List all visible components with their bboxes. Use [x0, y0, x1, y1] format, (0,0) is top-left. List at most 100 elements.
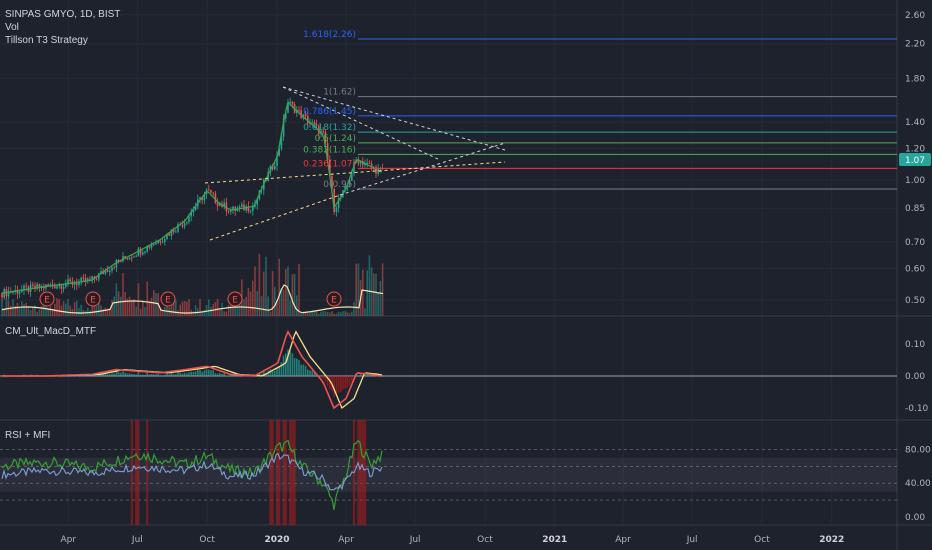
volume-bar — [291, 274, 294, 316]
macd-tick-label: 0.10 — [905, 340, 925, 350]
vol-indicator-label[interactable]: Vol — [5, 22, 19, 33]
volume-bar — [113, 296, 115, 316]
macd-histogram-bar — [155, 374, 157, 376]
candle-body — [186, 222, 188, 224]
time-tick-label: Apr — [61, 535, 77, 545]
time-axis[interactable]: Apr Jul Oct 2020 Apr Jul Oct 2021 Apr Jul Oct 2022 — [61, 535, 845, 545]
volume-bar — [115, 283, 118, 316]
macd-histogram-bar — [111, 373, 113, 376]
volume-bar — [49, 306, 52, 316]
rsi-label[interactable]: RSI + MFI — [5, 430, 51, 441]
macd-histogram-bar — [291, 353, 294, 376]
rsi-overbought-bar — [130, 420, 133, 525]
earnings-marker-circle — [227, 291, 243, 307]
macd-histogram-bar — [300, 364, 302, 376]
time-tick-label: Apr — [615, 535, 631, 545]
macd-histogram-bar — [271, 371, 274, 376]
fib-level-label: 0.5(1.24) — [315, 134, 356, 144]
candle-body — [131, 257, 133, 259]
volume-bar — [199, 298, 201, 316]
macd-label[interactable]: CM_Ult_MacD_MTF — [5, 326, 97, 337]
volume-bar — [307, 313, 309, 316]
candle-body — [304, 114, 307, 117]
volume-bar — [340, 312, 342, 316]
macd-histogram-bar — [126, 373, 129, 376]
rsi-overbought-bar — [289, 420, 292, 525]
price-tick-label: 2.60 — [905, 11, 925, 21]
volume-bar — [304, 311, 307, 316]
macd-histogram-bar — [109, 374, 111, 376]
symbol-title[interactable]: SINPAS GMYO, 1D, BIST — [5, 9, 121, 20]
volume-bar — [245, 296, 247, 316]
volume-bar — [318, 313, 320, 316]
macd-histogram-bar — [309, 370, 311, 376]
volume-bar — [223, 311, 225, 316]
rsi-tick-label: 80.00 — [905, 445, 931, 455]
candle-body — [146, 245, 148, 252]
trendline — [282, 86, 441, 161]
macd-histogram-bar — [337, 376, 340, 393]
candle-body — [181, 225, 184, 227]
candle-body — [344, 186, 346, 191]
macd-histogram-bar — [221, 374, 223, 376]
macd-histogram-bar — [194, 371, 197, 376]
macd-histogram-bar — [320, 376, 322, 378]
candle-body — [113, 267, 115, 269]
macd-tick-label: 0.00 — [905, 372, 925, 382]
price-tick-label: 1.80 — [905, 74, 925, 84]
strategy-indicator-label[interactable]: Tillson T3 Strategy — [5, 35, 88, 46]
rsi-legend[interactable]: RSI + MFI — [5, 429, 50, 442]
macd-histogram-bar — [210, 370, 212, 376]
trendline — [204, 161, 506, 184]
volume-bar — [298, 263, 300, 316]
volume-bar — [32, 307, 34, 316]
volume-bar — [221, 303, 223, 316]
fibonacci-levels[interactable]: 1.618(2.26) 1(1.62) 0.786(1.45) 0.618(1.32)… — [303, 30, 897, 190]
volume-bar — [269, 311, 272, 316]
trendlines[interactable] — [204, 86, 506, 241]
volume-bar — [344, 311, 346, 316]
volume-bar — [368, 255, 371, 316]
time-tick-label: Oct — [199, 535, 215, 545]
macd-histogram-bar — [120, 372, 122, 376]
volume-bar — [313, 311, 316, 316]
earnings-marker-label: E — [44, 296, 50, 306]
candle-body — [25, 285, 27, 287]
macd-histogram-bar — [183, 372, 186, 376]
rsi-overbought-bar — [363, 420, 367, 525]
fib-level-label: 0(0.95) — [323, 180, 356, 190]
price-tick-label: 1.20 — [905, 145, 925, 155]
volume-bar — [78, 308, 80, 316]
volume-bar — [133, 298, 135, 316]
candle-body — [16, 290, 19, 294]
macd-histogram-bar — [223, 372, 225, 376]
macd-histogram-bar — [104, 373, 107, 376]
candle-body — [359, 160, 362, 164]
volume-bar — [102, 308, 104, 316]
candle-body — [232, 206, 234, 211]
macd-histogram-bar — [102, 374, 104, 376]
volume-bar — [260, 296, 263, 316]
candle-body — [67, 279, 69, 285]
candle-body — [65, 284, 67, 288]
volume-bar — [67, 298, 69, 316]
macd-histogram-bar — [197, 369, 199, 376]
macd-histogram-bar — [219, 372, 221, 376]
macd-legend[interactable]: CM_Ult_MacD_MTF — [5, 325, 96, 338]
macd-histogram-bar — [344, 376, 346, 389]
volume-bar — [252, 280, 254, 316]
macd-histogram-bar — [287, 349, 289, 376]
volume-bar — [29, 310, 32, 316]
candle-body — [298, 110, 300, 111]
candle-body — [337, 198, 340, 208]
volume-bar — [10, 305, 12, 316]
volume-bar — [249, 291, 252, 316]
price-axis[interactable]: 2.60 2.20 1.80 1.40 1.20 1.00 0.85 0.70 0.60 0.50… — [905, 11, 931, 523]
macd-histogram-bar — [289, 350, 291, 376]
price-tick-label: 0.70 — [905, 238, 925, 248]
macd-histogram-bar — [113, 373, 115, 376]
candle-body — [100, 270, 102, 274]
candle-body — [326, 143, 329, 160]
